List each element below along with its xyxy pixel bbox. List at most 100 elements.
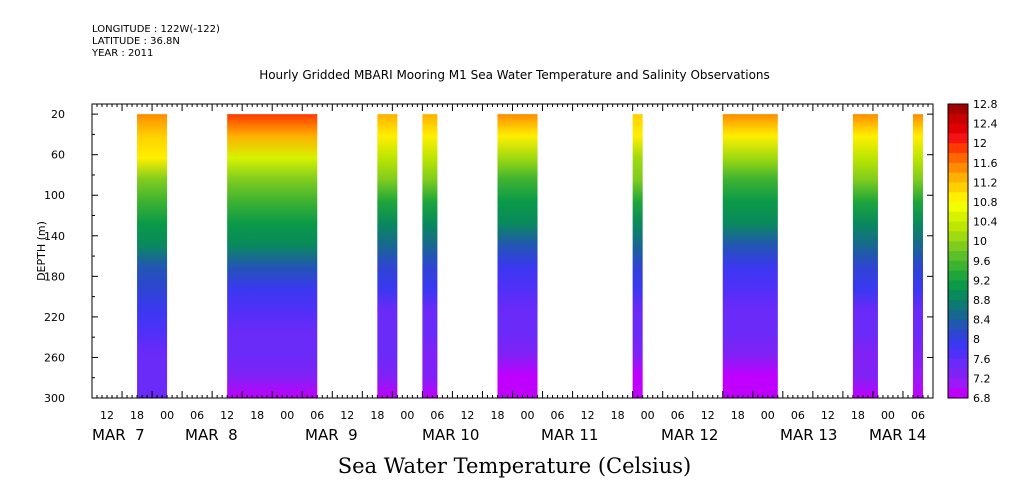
colorbar-swatch xyxy=(948,280,968,291)
x-hour-label: 06 xyxy=(911,409,925,422)
data-segments xyxy=(137,114,923,398)
colorbar-swatch xyxy=(948,339,968,350)
data-segment xyxy=(912,114,923,398)
colorbar-label: 7.2 xyxy=(973,372,991,385)
x-day-label: MAR 7 xyxy=(92,426,145,444)
colorbar-swatch xyxy=(948,104,968,115)
colorbar-swatch xyxy=(948,378,968,389)
colorbar-swatch xyxy=(948,113,968,125)
colorbar-swatch xyxy=(948,192,968,203)
x-hour-label: 06 xyxy=(190,409,204,422)
colorbar-label: 8.4 xyxy=(973,314,991,327)
data-segment xyxy=(227,114,318,398)
colorbar-swatch xyxy=(948,309,968,321)
x-hour-label: 12 xyxy=(460,409,474,422)
x-hour-label: 00 xyxy=(641,409,655,422)
data-segment xyxy=(632,114,643,398)
x-day-label: MAR 12 xyxy=(661,426,718,444)
colorbar: 12.8 12.4 12 11.6 11.2 10.8 10.4 10 9.6 9.2 8.8 8.4… xyxy=(947,98,998,405)
x-day-label: MAR 9 xyxy=(305,426,358,444)
colorbar-swatch xyxy=(948,153,968,164)
y-tick-label: 140 xyxy=(44,230,65,243)
x-hour-label: 18 xyxy=(130,409,144,422)
colorbar-label: 8.8 xyxy=(973,294,991,307)
colorbar-label: 12 xyxy=(973,137,987,150)
data-segment xyxy=(722,114,778,398)
latitude-label: LATITUDE : 36.8N xyxy=(92,36,180,47)
x-hour-label: 18 xyxy=(611,409,625,422)
colorbar-swatch xyxy=(948,202,968,213)
x-day-label: MAR 11 xyxy=(541,426,598,444)
x-hour-label: 00 xyxy=(160,409,174,422)
colorbar-swatch xyxy=(948,231,968,242)
y-axis-label: DEPTH (m) xyxy=(35,221,48,281)
y-tick-label: 220 xyxy=(44,311,65,324)
colorbar-swatch xyxy=(948,143,968,154)
x-hour-label: 12 xyxy=(701,409,715,422)
colorbar-label: 10 xyxy=(973,235,987,248)
y-tick-label: 300 xyxy=(44,392,65,405)
colorbar-swatch xyxy=(948,241,968,252)
longitude-label: LONGITUDE : 122W(-122) xyxy=(92,24,220,35)
y-tick-label: 260 xyxy=(44,351,65,364)
data-segment xyxy=(852,114,878,398)
y-tick-label: 60 xyxy=(51,149,65,162)
year-label: YEAR : 2011 xyxy=(92,48,154,59)
x-hour-label: 18 xyxy=(490,409,504,422)
x-hour-label: 06 xyxy=(791,409,805,422)
colorbar-swatch xyxy=(948,251,968,262)
x-hour-label: 12 xyxy=(581,409,595,422)
colorbar-label: 10.8 xyxy=(973,196,998,209)
colorbar-swatch xyxy=(948,162,968,174)
colorbar-swatch xyxy=(948,182,968,193)
x-hour-label: 12 xyxy=(340,409,354,422)
x-axis: 12 18 00 06 12 18 00 06 12 18 00 06 12 18 00 06 12 18 00 06… xyxy=(91,104,934,444)
colorbar-label: 9.6 xyxy=(973,255,991,268)
x-hour-label: 12 xyxy=(100,409,114,422)
colorbar-swatch xyxy=(948,221,968,232)
colorbar-swatch xyxy=(948,388,968,399)
x-hour-label: 00 xyxy=(400,409,414,422)
x-hour-label: 00 xyxy=(761,409,775,422)
colorbar-swatch xyxy=(948,260,968,272)
colorbar-label: 6.8 xyxy=(973,392,991,405)
colorbar-swatch xyxy=(948,123,968,134)
x-day-label: MAR 10 xyxy=(422,426,479,444)
colorbar-label: 12.8 xyxy=(973,98,998,111)
x-hour-label: 06 xyxy=(430,409,444,422)
header-meta: LONGITUDE : 122W(-122) LATITUDE : 36.8N … xyxy=(92,24,220,60)
colorbar-label: 7.6 xyxy=(973,353,991,366)
colorbar-swatch xyxy=(948,300,968,311)
y-tick-label: 20 xyxy=(51,108,65,121)
x-hour-label: 00 xyxy=(881,409,895,422)
data-segment xyxy=(422,114,438,398)
colorbar-swatch xyxy=(948,270,968,281)
x-day-label: MAR 13 xyxy=(780,426,837,444)
x-hour-label: 18 xyxy=(250,409,264,422)
x-hour-label: 18 xyxy=(851,409,865,422)
x-hour-label: 18 xyxy=(370,409,384,422)
y-tick-label: 100 xyxy=(44,189,65,202)
data-segment xyxy=(377,114,398,398)
colorbar-label: 11.6 xyxy=(973,157,998,170)
x-hour-label: 12 xyxy=(821,409,835,422)
data-segment xyxy=(497,114,538,398)
x-hour-label: 06 xyxy=(310,409,324,422)
colorbar-label: 8 xyxy=(973,333,980,346)
colorbar-label: 10.4 xyxy=(973,216,998,229)
colorbar-label: 12.4 xyxy=(973,118,998,131)
x-hour-label: 00 xyxy=(280,409,294,422)
x-hour-label: 18 xyxy=(731,409,745,422)
colorbar-frame xyxy=(947,103,969,399)
colorbar-swatch xyxy=(948,368,968,379)
chart-title: Hourly Gridded MBARI Mooring M1 Sea Wate… xyxy=(259,68,770,82)
data-segment xyxy=(137,114,168,398)
x-day-label: MAR 8 xyxy=(185,426,238,444)
x-hour-label: 12 xyxy=(220,409,234,422)
colorbar-label: 9.2 xyxy=(973,274,991,287)
colorbar-swatch xyxy=(948,211,968,223)
y-axis: 20 60 100 140 180 220 260 300 xyxy=(44,108,933,405)
colorbar-swatch xyxy=(948,133,968,144)
x-hour-label: 00 xyxy=(521,409,535,422)
